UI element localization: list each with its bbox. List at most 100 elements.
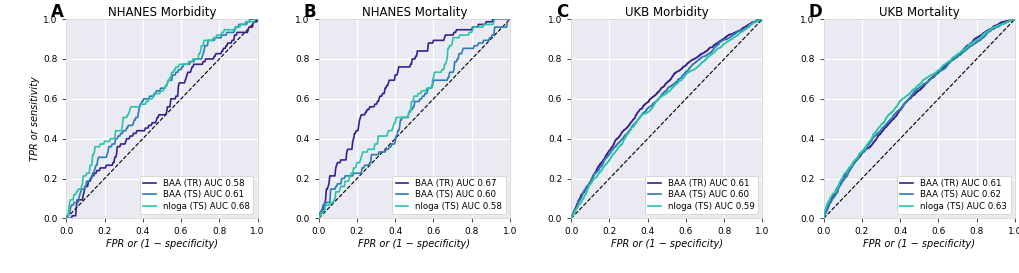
nloga (TS) AUC 0.58	[320, 203, 332, 207]
BAA (TS) AUC 0.61	[60, 217, 72, 220]
BAA (TR) AUC 0.61	[738, 26, 750, 29]
BAA (TR) AUC 0.61	[755, 17, 767, 21]
BAA (TR) AUC 0.58	[60, 217, 72, 220]
BAA (TR) AUC 0.61	[996, 20, 1008, 24]
nloga (TS) AUC 0.68	[165, 71, 177, 74]
BAA (TR) AUC 0.58	[180, 76, 193, 79]
nloga (TS) AUC 0.58	[312, 217, 324, 220]
nloga (TS) AUC 0.59	[744, 23, 756, 26]
nloga (TS) AUC 0.58	[440, 57, 452, 61]
nloga (TS) AUC 0.58	[488, 17, 500, 21]
Line: BAA (TR) AUC 0.67: BAA (TR) AUC 0.67	[318, 19, 510, 218]
BAA (TS) AUC 0.61	[200, 44, 212, 47]
BAA (TS) AUC 0.62	[1008, 17, 1019, 21]
BAA (TS) AUC 0.62	[816, 217, 828, 220]
Legend: BAA (TR) AUC 0.61, BAA (TS) AUC 0.60, nloga (TS) AUC 0.59: BAA (TR) AUC 0.61, BAA (TS) AUC 0.60, nl…	[644, 176, 757, 214]
nloga (TS) AUC 0.68	[249, 17, 261, 21]
nloga (TS) AUC 0.63	[983, 28, 996, 31]
BAA (TR) AUC 0.61	[669, 71, 682, 74]
BAA (TR) AUC 0.58	[67, 214, 81, 217]
Line: nloga (TS) AUC 0.58: nloga (TS) AUC 0.58	[318, 19, 510, 218]
Title: UKB Morbidity: UKB Morbidity	[625, 6, 708, 19]
nloga (TS) AUC 0.68	[67, 193, 81, 196]
BAA (TS) AUC 0.60	[320, 201, 332, 204]
Line: BAA (TR) AUC 0.61: BAA (TR) AUC 0.61	[822, 19, 1014, 218]
nloga (TS) AUC 0.63	[990, 24, 1003, 27]
Line: BAA (TR) AUC 0.61: BAA (TR) AUC 0.61	[571, 19, 762, 218]
BAA (TR) AUC 0.58	[251, 17, 263, 21]
BAA (TS) AUC 0.60	[565, 217, 577, 220]
nloga (TS) AUC 0.59	[565, 217, 577, 220]
BAA (TS) AUC 0.60	[418, 94, 430, 98]
Y-axis label: TPR or sensitivity: TPR or sensitivity	[31, 76, 40, 161]
nloga (TS) AUC 0.63	[955, 49, 967, 53]
BAA (TS) AUC 0.61	[251, 17, 263, 21]
Line: nloga (TS) AUC 0.63: nloga (TS) AUC 0.63	[822, 19, 1014, 218]
X-axis label: FPR or (1 − specificity): FPR or (1 − specificity)	[862, 239, 974, 249]
nloga (TS) AUC 0.59	[702, 55, 714, 58]
nloga (TS) AUC 0.59	[755, 17, 767, 21]
BAA (TS) AUC 0.60	[669, 80, 682, 83]
nloga (TS) AUC 0.63	[921, 75, 933, 78]
BAA (TR) AUC 0.67	[418, 49, 430, 53]
nloga (TS) AUC 0.68	[189, 57, 201, 61]
Line: nloga (TS) AUC 0.68: nloga (TS) AUC 0.68	[66, 19, 257, 218]
BAA (TS) AUC 0.60	[702, 52, 714, 55]
BAA (TS) AUC 0.60	[738, 27, 750, 30]
Legend: BAA (TR) AUC 0.61, BAA (TS) AUC 0.62, nloga (TS) AUC 0.63: BAA (TR) AUC 0.61, BAA (TS) AUC 0.62, nl…	[896, 176, 1010, 214]
X-axis label: FPR or (1 − specificity): FPR or (1 − specificity)	[106, 239, 218, 249]
BAA (TS) AUC 0.62	[1008, 17, 1019, 21]
nloga (TS) AUC 0.59	[667, 84, 680, 87]
BAA (TS) AUC 0.60	[499, 25, 512, 29]
nloga (TS) AUC 0.58	[432, 71, 444, 74]
BAA (TS) AUC 0.60	[753, 17, 765, 21]
BAA (TR) AUC 0.61	[920, 81, 932, 85]
BAA (TR) AUC 0.58	[247, 20, 259, 23]
nloga (TS) AUC 0.68	[251, 17, 263, 21]
BAA (TS) AUC 0.60	[452, 52, 465, 55]
X-axis label: FPR or (1 − specificity): FPR or (1 − specificity)	[610, 239, 722, 249]
BAA (TR) AUC 0.61	[667, 72, 680, 75]
Title: UKB Mortality: UKB Mortality	[878, 6, 959, 19]
Line: BAA (TS) AUC 0.61: BAA (TS) AUC 0.61	[66, 19, 257, 218]
BAA (TR) AUC 0.67	[503, 17, 516, 21]
BAA (TS) AUC 0.60	[732, 29, 744, 33]
BAA (TS) AUC 0.61	[248, 17, 260, 21]
Line: BAA (TS) AUC 0.60: BAA (TS) AUC 0.60	[318, 19, 510, 218]
BAA (TR) AUC 0.58	[189, 63, 201, 66]
BAA (TR) AUC 0.61	[955, 51, 967, 54]
BAA (TR) AUC 0.61	[1008, 17, 1019, 21]
BAA (TS) AUC 0.62	[996, 22, 1008, 26]
BAA (TR) AUC 0.67	[486, 17, 498, 21]
Legend: BAA (TR) AUC 0.58, BAA (TS) AUC 0.61, nloga (TS) AUC 0.68: BAA (TR) AUC 0.58, BAA (TS) AUC 0.61, nl…	[140, 176, 253, 214]
BAA (TS) AUC 0.62	[955, 52, 967, 55]
nloga (TS) AUC 0.59	[732, 33, 744, 36]
BAA (TS) AUC 0.60	[744, 23, 756, 27]
nloga (TS) AUC 0.58	[503, 17, 516, 21]
BAA (TR) AUC 0.67	[452, 28, 465, 31]
BAA (TS) AUC 0.60	[503, 17, 516, 21]
nloga (TS) AUC 0.68	[247, 20, 259, 23]
Title: NHANES Mortality: NHANES Mortality	[362, 6, 467, 19]
nloga (TS) AUC 0.58	[418, 89, 430, 93]
BAA (TR) AUC 0.61	[921, 79, 933, 82]
BAA (TR) AUC 0.61	[744, 22, 756, 25]
X-axis label: FPR or (1 − specificity): FPR or (1 − specificity)	[358, 239, 470, 249]
BAA (TS) AUC 0.61	[189, 57, 201, 61]
Text: A: A	[51, 3, 64, 21]
BAA (TR) AUC 0.58	[165, 97, 177, 100]
BAA (TS) AUC 0.60	[501, 17, 514, 21]
BAA (TS) AUC 0.62	[983, 29, 996, 32]
nloga (TS) AUC 0.68	[180, 63, 193, 66]
BAA (TS) AUC 0.60	[756, 17, 768, 21]
BAA (TR) AUC 0.61	[756, 17, 768, 21]
BAA (TR) AUC 0.61	[565, 217, 577, 220]
nloga (TS) AUC 0.63	[816, 217, 828, 220]
Line: BAA (TR) AUC 0.58: BAA (TR) AUC 0.58	[66, 19, 257, 218]
BAA (TS) AUC 0.60	[432, 79, 444, 82]
Title: NHANES Morbidity: NHANES Morbidity	[108, 6, 216, 19]
nloga (TS) AUC 0.63	[1007, 17, 1019, 21]
BAA (TS) AUC 0.62	[920, 81, 932, 84]
nloga (TS) AUC 0.59	[669, 82, 682, 86]
Line: BAA (TS) AUC 0.62: BAA (TS) AUC 0.62	[822, 19, 1014, 218]
